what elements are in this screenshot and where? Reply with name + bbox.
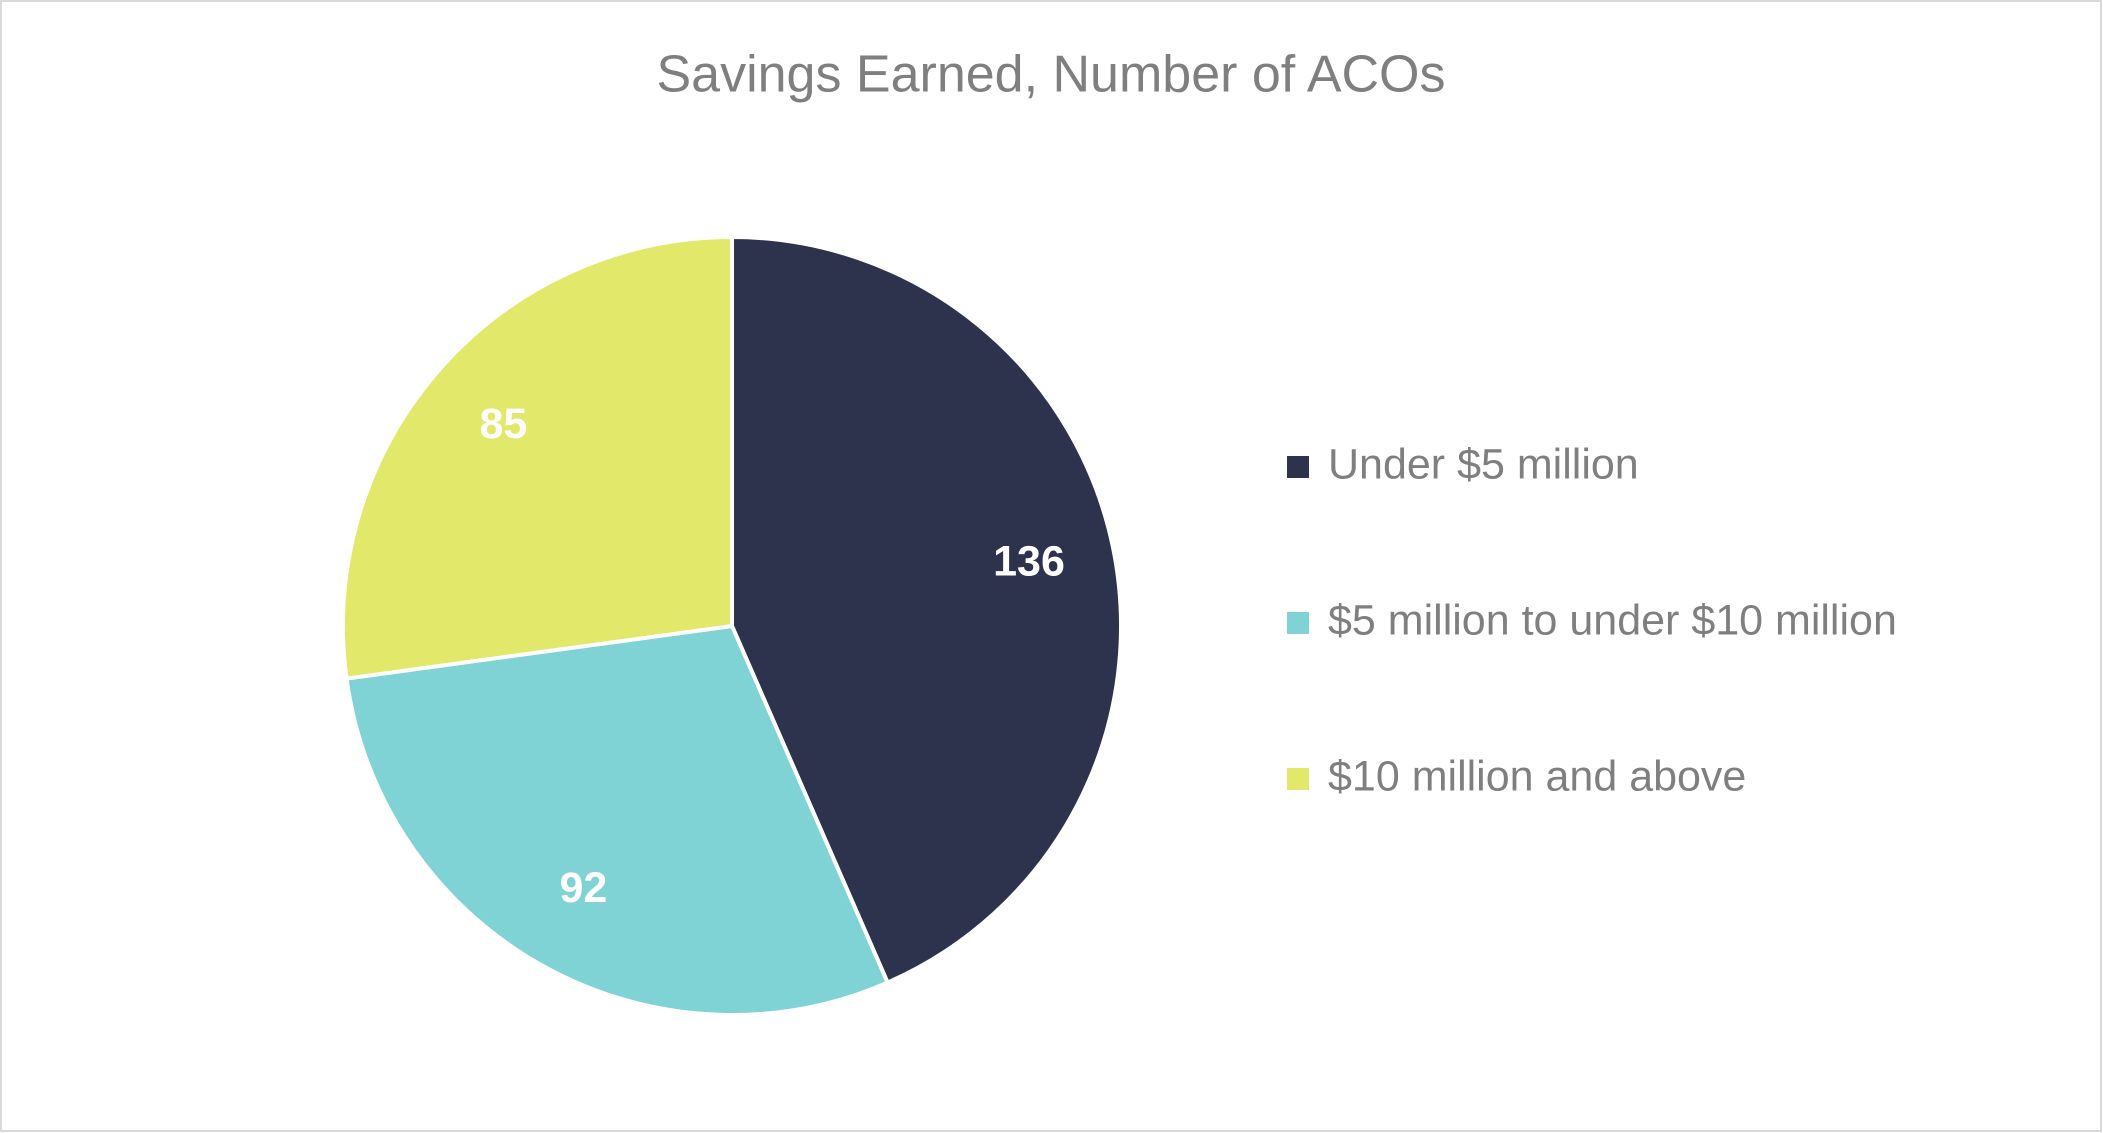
- legend-label: Under $5 million: [1328, 440, 1639, 488]
- legend-label: $10 million and above: [1328, 752, 1746, 800]
- legend-swatch: [1287, 612, 1309, 634]
- value-label: 85: [479, 400, 527, 448]
- pie-slice: [341, 234, 734, 681]
- chart-title: Savings Earned, Number of ACOs: [656, 46, 1445, 104]
- value-label: 92: [559, 864, 607, 912]
- value-label: 136: [993, 537, 1065, 585]
- legend-swatch: [1287, 768, 1309, 790]
- legend-label: $5 million to under $10 million: [1328, 596, 1897, 644]
- pie-slice: [344, 623, 891, 1017]
- pie-slice: [730, 234, 1123, 986]
- legend-swatch: [1287, 456, 1309, 478]
